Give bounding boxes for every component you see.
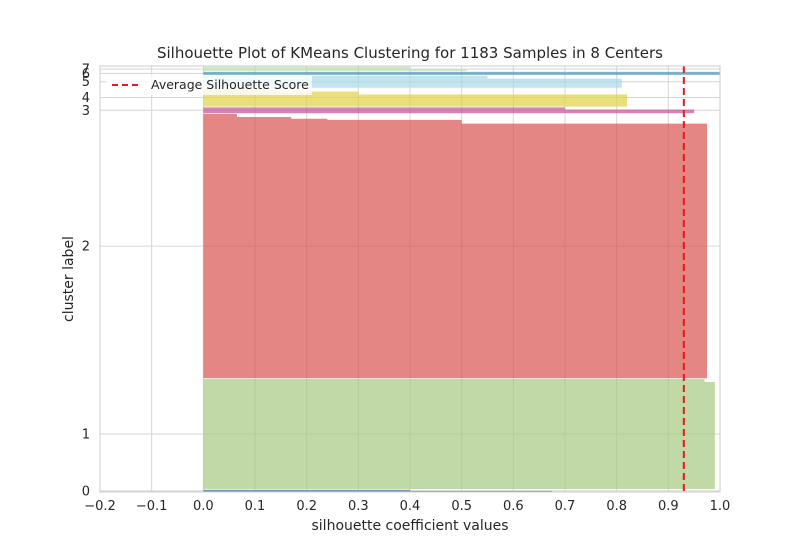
x-tick-labels: −0.2 −0.1 0.0 0.1 0.2 0.3 0.4 0.5 0.6 0.7 0.8 0.9 1.… (84, 499, 730, 514)
y-tick-label-cluster-7: 7 (82, 62, 90, 77)
chart-title: Silhouette Plot of KMeans Clustering for… (157, 44, 663, 62)
x-tick-label: −0.1 (136, 499, 168, 514)
y-tick-label-cluster-3: 3 (82, 104, 90, 119)
bars-layer (203, 66, 720, 492)
x-tick-label: 1.0 (710, 499, 731, 514)
y-tick-label-cluster-0: 0 (82, 484, 90, 499)
cluster-2-silhouette (203, 113, 708, 379)
cluster-3-silhouette (203, 107, 695, 114)
y-tick-label-cluster-6: 6 (82, 67, 90, 82)
x-tick-label: 0.2 (296, 499, 317, 514)
y-tick-label-cluster-1: 1 (82, 428, 90, 443)
cluster-0-silhouette (203, 489, 553, 492)
x-tick-label: 0.0 (193, 499, 214, 514)
cluster-7-silhouette (203, 66, 467, 72)
y-axis-label: cluster label (61, 236, 77, 322)
y-tick-label-cluster-5: 5 (82, 75, 90, 90)
x-tick-label: 0.1 (245, 499, 266, 514)
legend-label-average: Average Silhouette Score (151, 77, 309, 92)
x-tick-label: 0.8 (606, 499, 627, 514)
y-tick-label-cluster-2: 2 (82, 240, 90, 255)
x-tick-label: −0.2 (84, 499, 116, 514)
legend-box (106, 75, 312, 95)
x-axis-label: silhouette coefficient values (312, 518, 509, 534)
cluster-6-silhouette (203, 71, 720, 75)
x-tick-label: 0.9 (658, 499, 679, 514)
y-tick-label-cluster-4: 4 (82, 91, 90, 106)
x-tick-label: 0.3 (348, 499, 369, 514)
x-tick-label: 0.4 (400, 499, 421, 514)
x-tick-label: 0.7 (555, 499, 576, 514)
legend: Average Silhouette Score (106, 75, 312, 95)
x-tick-label: 0.6 (503, 499, 524, 514)
plot-frame (99, 65, 721, 493)
x-tick-label: 0.5 (451, 499, 472, 514)
cluster-1-silhouette (203, 379, 715, 490)
